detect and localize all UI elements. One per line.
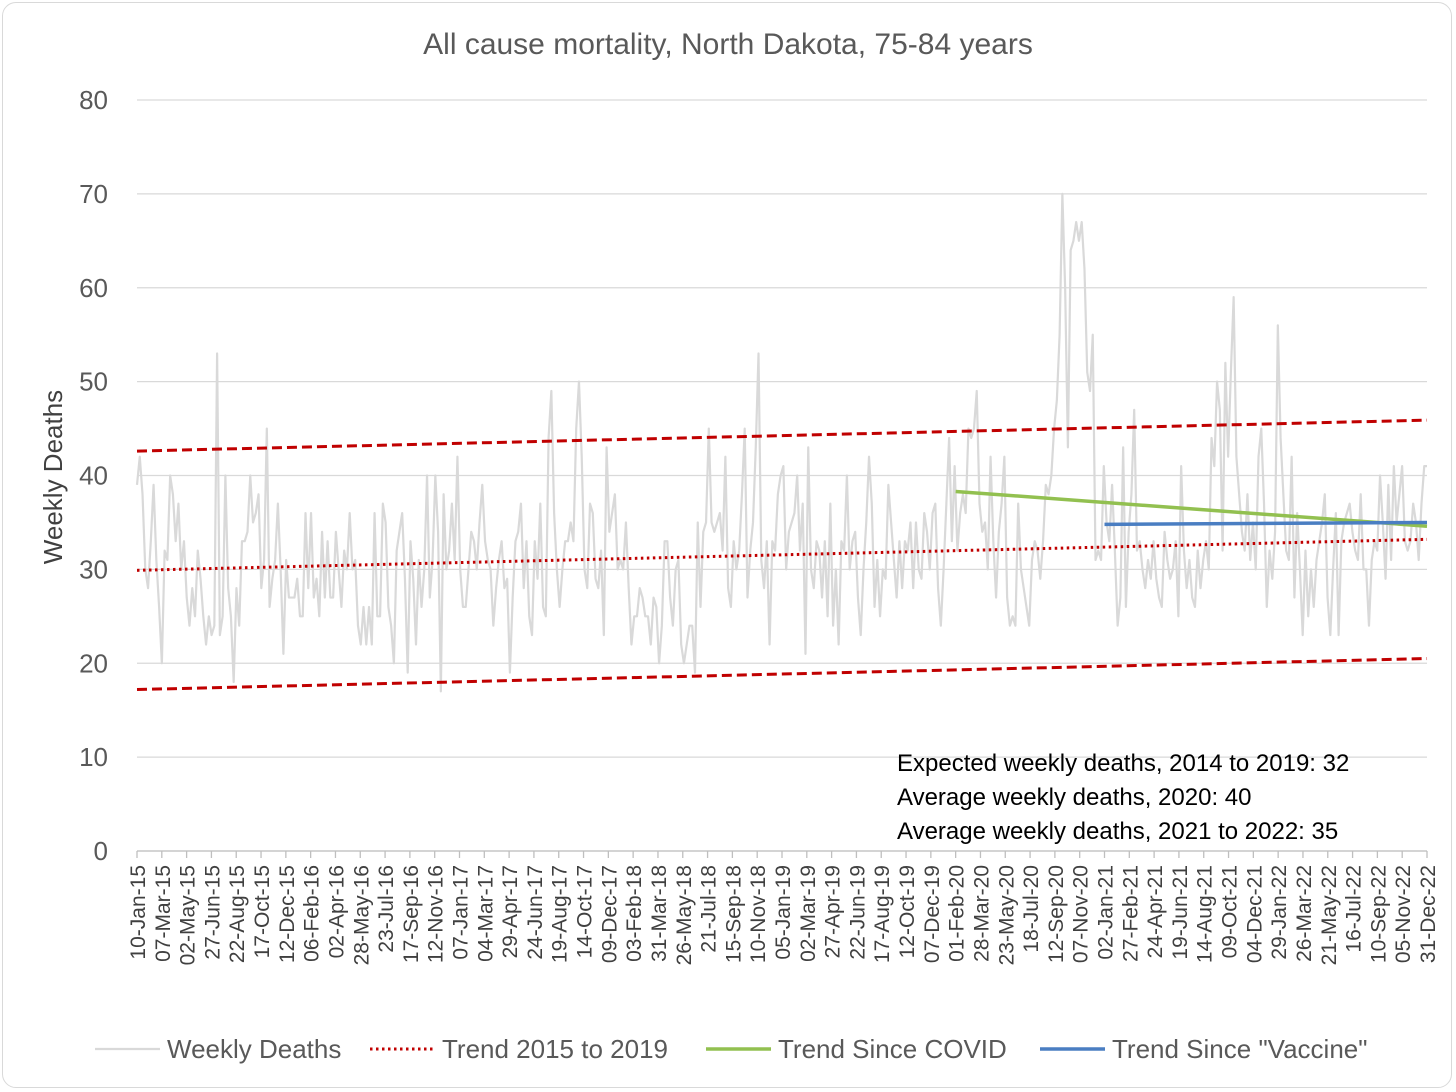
x-tick-label: 04-Dec-21 (1243, 865, 1266, 963)
series-line-3 (136, 657, 1428, 692)
x-axis: 10-Jan-15 07-Mar-15 02-May-15 27-Jun-15 22-A… (127, 850, 1440, 965)
x-tick-label: 21-Jul-18 (698, 865, 721, 953)
y-axis-ticks: 0 10 20 30 40 50 60 70 80 (79, 85, 108, 866)
x-tick-label: 23-Jul-16 (375, 865, 398, 953)
x-tick-label: 28-Mar-20 (970, 865, 993, 962)
x-tick-label: 09-Dec-17 (598, 865, 621, 963)
x-tick-label: 05-Jan-19 (772, 865, 795, 960)
x-tick-label: 02-May-15 (177, 865, 200, 965)
y-tick-label: 40 (79, 461, 108, 491)
x-tick-label: 22-Jun-19 (846, 865, 869, 960)
x-tick-label: 31-Mar-18 (648, 865, 671, 962)
x-tick-label: 27-Apr-19 (822, 865, 845, 958)
annotation-2021-2022-average: Average weekly deaths, 2021 to 2022: 35 (897, 818, 1338, 845)
y-tick-label: 60 (79, 273, 108, 303)
annotations: Expected weekly deaths, 2014 to 2019: 32… (897, 750, 1349, 845)
y-axis-label: Weekly Deaths (38, 390, 68, 564)
y-tick-label: 70 (79, 179, 108, 209)
x-tick-label: 26-Mar-22 (1293, 865, 1316, 962)
legend-label: Trend 2015 to 2019 (442, 1034, 668, 1064)
x-tick-label: 07-Dec-19 (921, 865, 944, 963)
series-line-5 (1104, 520, 1428, 527)
series-line-2 (136, 418, 1428, 453)
x-tick-label: 07-Nov-20 (1070, 865, 1093, 963)
x-tick-label: 04-Mar-17 (474, 865, 497, 962)
y-tick-label: 0 (94, 836, 108, 866)
x-tick-label: 24-Apr-21 (1144, 865, 1167, 958)
x-tick-label: 23-May-20 (995, 865, 1018, 965)
y-tick-label: 80 (79, 85, 108, 115)
y-tick-label: 20 (79, 648, 108, 678)
x-tick-label: 15-Sep-18 (722, 865, 745, 963)
x-tick-label: 03-Feb-18 (623, 865, 646, 962)
y-tick-label: 10 (79, 742, 108, 772)
x-tick-label: 09-Oct-21 (1219, 865, 1242, 958)
x-tick-label: 14-Oct-17 (574, 865, 597, 958)
gridlines (137, 99, 1427, 852)
x-tick-label: 27-Feb-21 (1119, 865, 1142, 962)
x-tick-label: 02-Jan-21 (1095, 865, 1118, 960)
x-tick-label: 18-Jul-20 (1020, 865, 1043, 953)
series-line-1 (136, 537, 1428, 572)
legend-label: Trend Since "Vaccine" (1112, 1034, 1367, 1064)
legend-label: Trend Since COVID (778, 1034, 1007, 1064)
x-tick-label: 12-Dec-15 (276, 865, 299, 963)
x-tick-label: 02-Apr-16 (325, 865, 348, 958)
x-tick-label: 07-Mar-15 (152, 865, 175, 962)
x-tick-label: 01-Feb-20 (946, 865, 969, 962)
x-tick-label: 05-Nov-22 (1392, 865, 1415, 963)
x-tick-label: 29-Apr-17 (499, 865, 522, 958)
y-tick-label: 50 (79, 367, 108, 397)
y-tick-label: 30 (79, 554, 108, 584)
legend: Weekly Deaths Trend 2015 to 2019 Trend Sin… (95, 1034, 1367, 1064)
x-tick-label: 02-Mar-19 (797, 865, 820, 962)
x-tick-label: 28-May-16 (350, 865, 373, 965)
x-tick-label: 10-Nov-18 (747, 865, 770, 963)
x-tick-label: 21-May-22 (1318, 865, 1341, 965)
series-line-weekly-deaths (135, 192, 1427, 693)
x-tick-label: 24-Jun-17 (524, 865, 547, 960)
chart-title: All cause mortality, North Dakota, 75-84… (423, 28, 1033, 61)
x-tick-label: 27-Jun-15 (201, 865, 224, 960)
x-tick-label: 06-Feb-16 (301, 865, 324, 962)
x-tick-label: 17-Sep-16 (400, 865, 423, 963)
x-tick-label: 17-Aug-19 (871, 865, 894, 963)
x-tick-label: 10-Jan-15 (127, 865, 150, 960)
x-tick-label: 17-Oct-15 (251, 865, 274, 958)
x-tick-label: 10-Sep-22 (1367, 865, 1390, 963)
x-tick-label: 22-Aug-15 (226, 865, 249, 963)
x-tick-label: 19-Aug-17 (549, 865, 572, 963)
x-tick-label: 19-Jun-21 (1169, 865, 1192, 960)
x-tick-label: 14-Aug-21 (1194, 865, 1217, 963)
x-tick-label: 12-Sep-20 (1045, 865, 1068, 963)
x-tick-label: 12-Nov-16 (425, 865, 448, 963)
x-tick-label: 12-Oct-19 (896, 865, 919, 958)
x-tick-label: 31-Dec-22 (1417, 865, 1440, 963)
series-group (135, 192, 1428, 693)
legend-label: Weekly Deaths (167, 1034, 341, 1064)
x-tick-label: 26-May-18 (673, 865, 696, 965)
annotation-2020-average: Average weekly deaths, 2020: 40 (897, 784, 1251, 811)
x-tick-label: 16-Jul-22 (1343, 865, 1366, 953)
series-line-4 (955, 489, 1428, 528)
x-tick-label: 07-Jan-17 (450, 865, 473, 960)
annotation-expected: Expected weekly deaths, 2014 to 2019: 32 (897, 750, 1349, 777)
x-tick-label: 29-Jan-22 (1268, 865, 1291, 960)
